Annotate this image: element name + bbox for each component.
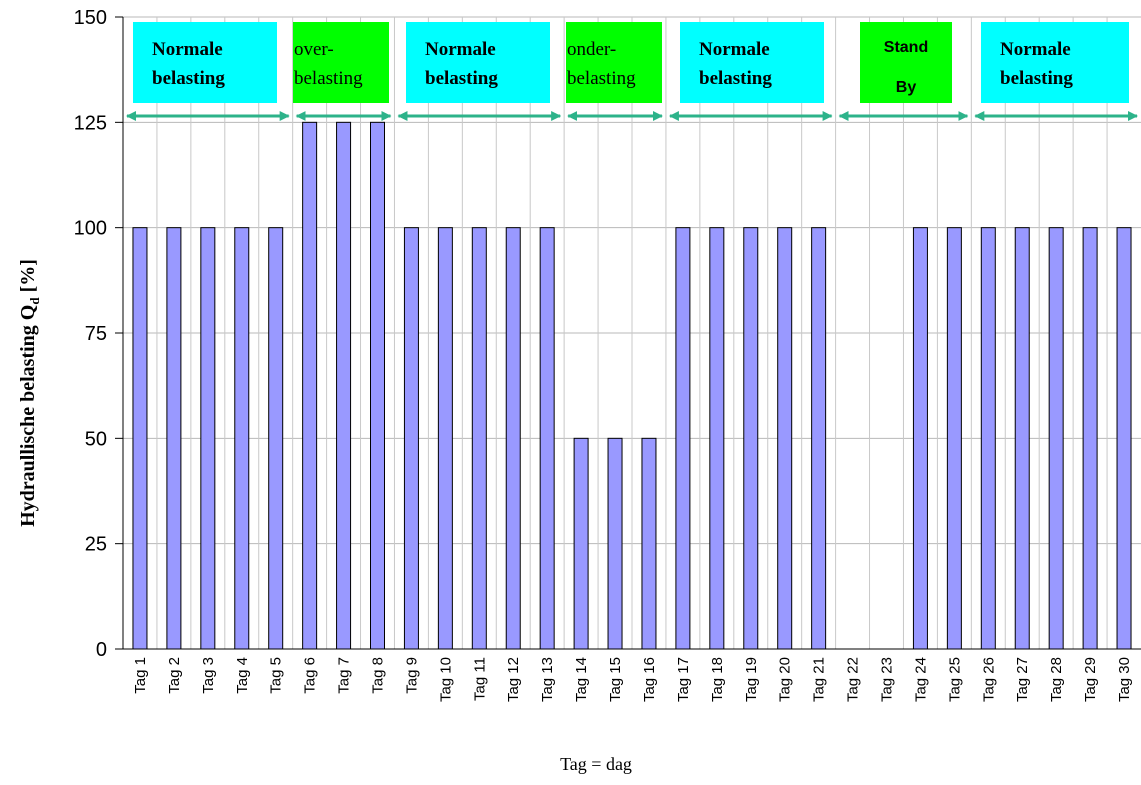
x-tick-label: Tag 3 (200, 657, 217, 694)
y-axis-label: Hydraullische belasting Qd [%] (17, 259, 42, 527)
annotation-label: By (896, 79, 917, 96)
bar (811, 227, 827, 650)
bar (403, 227, 419, 650)
y-tick-label: 25 (85, 534, 107, 556)
annotation-label: belasting (152, 68, 225, 89)
bar (675, 227, 691, 650)
x-tick-label: Tag 30 (1116, 657, 1133, 702)
bar (912, 227, 928, 650)
bar (539, 227, 555, 650)
annotation-box (293, 22, 389, 103)
y-tick-label: 125 (74, 112, 107, 134)
bar (336, 121, 352, 650)
bar (471, 227, 487, 650)
bar (980, 227, 996, 650)
x-tick-label: Tag 18 (709, 657, 726, 702)
annotation-label: belasting (567, 68, 636, 89)
gridlines (123, 16, 1141, 649)
bar (607, 437, 623, 650)
x-tick-label: Tag 22 (845, 657, 862, 702)
x-tick-label: Tag 21 (811, 657, 828, 702)
x-tick-label: Tag 2 (166, 657, 183, 694)
annotation-box (133, 22, 277, 103)
y-tick-label: 100 (74, 218, 107, 240)
x-tick-label: Tag 29 (1082, 657, 1099, 702)
x-tick-label: Tag 23 (879, 657, 896, 702)
y-tick-label: 75 (85, 323, 107, 345)
annotation-box (981, 22, 1129, 103)
x-tick-label: Tag 20 (777, 657, 794, 702)
x-tick-label: Tag 4 (234, 657, 251, 694)
annotation-label: Normale (152, 39, 223, 60)
x-tick-label: Tag 9 (403, 657, 420, 694)
x-tick-label: Tag 10 (437, 657, 454, 702)
annotation-label: belasting (1000, 68, 1073, 89)
x-tick-label: Tag 26 (980, 657, 997, 702)
x-tick-label: Tag 11 (471, 657, 488, 701)
annotation-label: belasting (699, 68, 772, 89)
y-axis-label-unit: [%] (17, 259, 39, 297)
bar (1048, 227, 1064, 650)
bar (1116, 227, 1132, 650)
x-tick-label: Tag 27 (1014, 657, 1031, 702)
x-tick-labels: Tag 1 Tag 2 Tag 3 Tag 4 Tag 5 Tag 6 Tag 7 Tag 8… (132, 657, 1133, 702)
annotation-label: Normale (425, 39, 496, 60)
x-tick-label: Tag 28 (1048, 657, 1065, 702)
bar (641, 437, 657, 650)
x-tick-label: Tag 14 (573, 657, 590, 702)
x-tick-label: Tag 16 (641, 657, 658, 702)
bar (743, 227, 759, 650)
annotation-label: over- (294, 39, 334, 60)
bar (200, 227, 216, 650)
bar (1082, 227, 1098, 650)
x-tick-label: Tag 8 (370, 657, 387, 694)
bar (370, 121, 385, 650)
x-tick-label: Tag 19 (743, 657, 760, 702)
bar (166, 227, 182, 650)
y-axis-label-main: Hydraullische belasting Q (17, 305, 39, 527)
x-tick-label: Tag 6 (302, 657, 319, 694)
bar (234, 227, 250, 650)
annotation-label: Normale (1000, 39, 1071, 60)
annotation-box (406, 22, 550, 103)
bar (268, 227, 284, 650)
annotation-box (860, 22, 952, 103)
annotation-label: onder- (567, 39, 616, 60)
x-tick-label: Tag 24 (912, 657, 929, 702)
bars (132, 121, 1132, 650)
bar (946, 227, 962, 650)
y-tick-labels: 0 25 50 75 100 125 150 (74, 7, 107, 661)
x-tick-label: Tag 12 (505, 657, 522, 702)
x-tick-label: Tag 1 (132, 657, 149, 694)
y-tick-label: 150 (74, 7, 107, 29)
x-tick-label: Tag 7 (336, 657, 353, 694)
bar (709, 227, 725, 650)
x-tick-label: Tag 13 (539, 657, 556, 702)
bar (302, 121, 318, 650)
x-tick-label: Tag 17 (675, 657, 692, 702)
bar (1014, 227, 1030, 650)
annotation-box (680, 22, 824, 103)
axes (115, 16, 1141, 650)
annotation-label: belasting (294, 68, 363, 89)
x-axis-label: Tag = dag (560, 754, 632, 774)
bar (573, 437, 589, 650)
annotation-label: belasting (425, 68, 498, 89)
bar (777, 227, 793, 650)
annotation-box (566, 22, 662, 103)
annotations: Normale belasting over-belasting Normale bel… (126, 22, 1138, 121)
annotation-label: Stand (884, 39, 928, 56)
x-tick-label: Tag 5 (268, 657, 285, 694)
y-tick-label: 50 (85, 428, 107, 450)
bar (437, 227, 453, 650)
y-axis-label-subscript: d (27, 297, 42, 305)
x-tick-label: Tag 25 (946, 657, 963, 702)
bar (132, 227, 148, 650)
bar (505, 227, 521, 650)
x-tick-label: Tag 15 (607, 657, 624, 702)
y-tick-label: 0 (96, 639, 107, 661)
annotation-label: Normale (699, 39, 770, 60)
